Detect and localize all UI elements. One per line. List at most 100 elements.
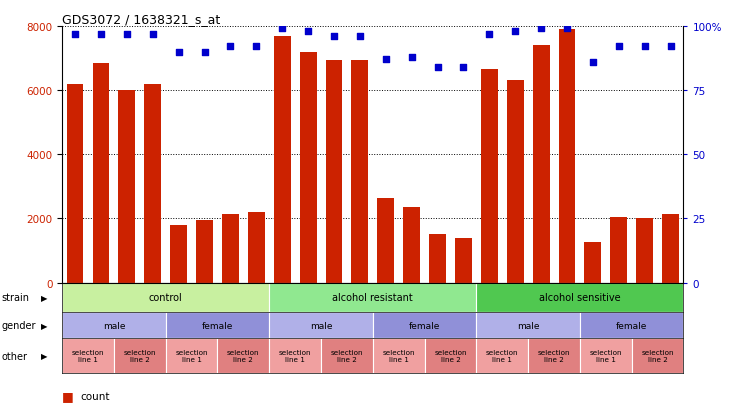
Bar (373, 313, 477, 338)
Text: other: other (1, 351, 28, 361)
Text: ▶: ▶ (41, 321, 47, 330)
Point (69, 31, 81, 38)
Bar (170, 225, 187, 283)
Bar (62, 283, 269, 313)
Text: gender: gender (1, 320, 36, 330)
Text: selection
line 2: selection line 2 (434, 349, 466, 362)
Text: male: male (102, 321, 125, 330)
Bar (166, 338, 218, 373)
Text: selection
line 2: selection line 2 (227, 349, 260, 362)
Point (510, 28, 521, 35)
Bar (222, 214, 239, 283)
Point (664, 44, 676, 51)
Point (458, 64, 469, 71)
Point (302, 28, 314, 35)
Bar (218, 338, 269, 373)
Bar (477, 313, 580, 338)
Bar (632, 338, 683, 373)
Text: selection
line 2: selection line 2 (641, 349, 674, 362)
Point (328, 34, 340, 40)
Bar (274, 36, 291, 283)
Bar (507, 81, 523, 283)
Point (173, 49, 184, 56)
Bar (477, 283, 683, 313)
Bar (67, 84, 83, 283)
Text: male: male (310, 321, 333, 330)
Bar (62, 313, 166, 338)
Point (276, 26, 288, 33)
Point (224, 44, 236, 51)
Text: ▶: ▶ (41, 351, 47, 360)
Bar (580, 338, 632, 373)
Bar (585, 243, 602, 283)
Bar (610, 217, 627, 283)
Point (199, 49, 211, 56)
Bar (300, 52, 317, 283)
Bar (196, 221, 213, 283)
Text: selection
line 2: selection line 2 (124, 349, 156, 362)
Bar (425, 338, 477, 373)
Bar (477, 338, 528, 373)
Bar (248, 212, 265, 283)
Point (354, 34, 366, 40)
Text: selection
line 2: selection line 2 (330, 349, 363, 362)
Text: selection
line 1: selection line 1 (590, 349, 622, 362)
Bar (481, 70, 498, 283)
Bar (62, 338, 114, 373)
Point (95, 31, 107, 38)
Text: count: count (80, 391, 110, 401)
Text: male: male (517, 321, 539, 330)
Point (613, 44, 624, 51)
Bar (533, 46, 550, 283)
Text: strain: strain (1, 293, 29, 303)
Point (406, 54, 417, 61)
Text: ▶: ▶ (41, 293, 47, 302)
Bar (373, 338, 425, 373)
Bar (377, 198, 394, 283)
Text: control: control (149, 293, 183, 303)
Text: female: female (616, 321, 648, 330)
Text: selection
line 2: selection line 2 (538, 349, 570, 362)
Bar (636, 219, 653, 283)
Bar (93, 64, 110, 283)
Text: selection
line 1: selection line 1 (486, 349, 518, 362)
Text: ■: ■ (62, 412, 74, 413)
Bar (269, 313, 373, 338)
Text: GDS3072 / 1638321_s_at: GDS3072 / 1638321_s_at (62, 13, 220, 26)
Point (535, 26, 547, 33)
Bar (325, 60, 342, 283)
Bar (662, 214, 679, 283)
Bar (580, 313, 683, 338)
Bar (321, 338, 373, 373)
Point (561, 26, 573, 33)
Bar (352, 60, 368, 283)
Bar (166, 313, 269, 338)
Point (251, 44, 262, 51)
Point (147, 31, 159, 38)
Point (587, 59, 599, 66)
Bar (269, 283, 477, 313)
Point (380, 57, 392, 64)
Text: selection
line 1: selection line 1 (382, 349, 415, 362)
Bar (144, 84, 161, 283)
Bar (455, 238, 471, 283)
Bar (114, 338, 166, 373)
Text: alcohol resistant: alcohol resistant (333, 293, 413, 303)
Point (121, 31, 133, 38)
Point (432, 64, 444, 71)
Text: selection
line 1: selection line 1 (72, 349, 105, 362)
Bar (429, 235, 446, 283)
Text: alcohol sensitive: alcohol sensitive (539, 293, 621, 303)
Text: ■: ■ (62, 389, 74, 403)
Bar (269, 338, 321, 373)
Text: selection
line 1: selection line 1 (279, 349, 311, 362)
Bar (404, 208, 420, 283)
Bar (558, 30, 575, 283)
Bar (118, 91, 135, 283)
Text: female: female (202, 321, 233, 330)
Point (639, 44, 651, 51)
Point (483, 31, 495, 38)
Text: female: female (409, 321, 440, 330)
Text: selection
line 1: selection line 1 (175, 349, 208, 362)
Bar (528, 338, 580, 373)
